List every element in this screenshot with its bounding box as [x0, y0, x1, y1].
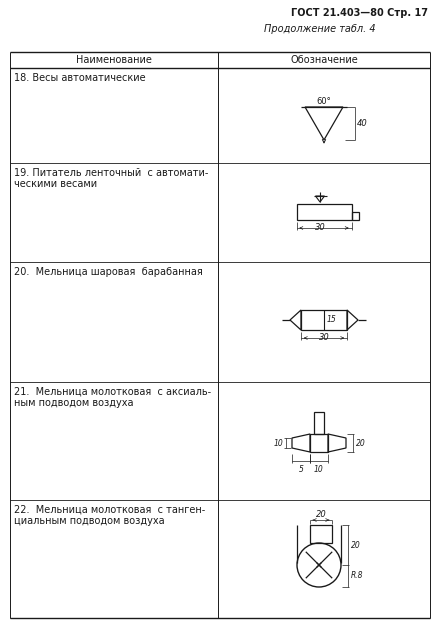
- Text: 21.  Мельница молотковая  с аксиаль-: 21. Мельница молотковая с аксиаль-: [14, 387, 211, 397]
- Bar: [310, 434, 328, 452]
- Text: R.8: R.8: [351, 572, 363, 581]
- Text: 18. Весы автоматические: 18. Весы автоматические: [14, 73, 146, 83]
- Bar: [297, 204, 352, 220]
- Text: циальным подводом воздуха: циальным подводом воздуха: [14, 516, 165, 526]
- Text: 22.  Мельница молотковая  с танген-: 22. Мельница молотковая с танген-: [14, 505, 205, 515]
- Text: 30: 30: [319, 333, 330, 343]
- Bar: [310, 525, 332, 543]
- Text: 60°: 60°: [317, 97, 331, 106]
- Bar: [314, 412, 324, 434]
- Text: 19. Питатель ленточный  с автомати-: 19. Питатель ленточный с автомати-: [14, 168, 209, 178]
- Text: Продолжение табл. 4: Продолжение табл. 4: [264, 24, 376, 34]
- Text: 30: 30: [315, 223, 325, 233]
- Text: 20: 20: [351, 540, 361, 550]
- Text: Наименование: Наименование: [76, 55, 152, 65]
- Text: ГОСТ 21.403—80 Стр. 17: ГОСТ 21.403—80 Стр. 17: [291, 8, 428, 18]
- Text: 5: 5: [299, 465, 304, 474]
- Bar: [352, 212, 359, 220]
- Text: 20.  Мельница шаровая  барабанная: 20. Мельница шаровая барабанная: [14, 267, 203, 277]
- Text: 10: 10: [273, 438, 283, 447]
- Text: ческими весами: ческими весами: [14, 179, 97, 189]
- Text: 10: 10: [314, 465, 324, 474]
- Bar: [301, 310, 347, 330]
- Text: 20: 20: [315, 510, 326, 519]
- Text: 15: 15: [327, 316, 337, 325]
- Text: Обозначение: Обозначение: [290, 55, 358, 65]
- Text: 20: 20: [356, 438, 366, 447]
- Text: 40: 40: [357, 119, 368, 128]
- Text: ным подводом воздуха: ным подводом воздуха: [14, 398, 133, 408]
